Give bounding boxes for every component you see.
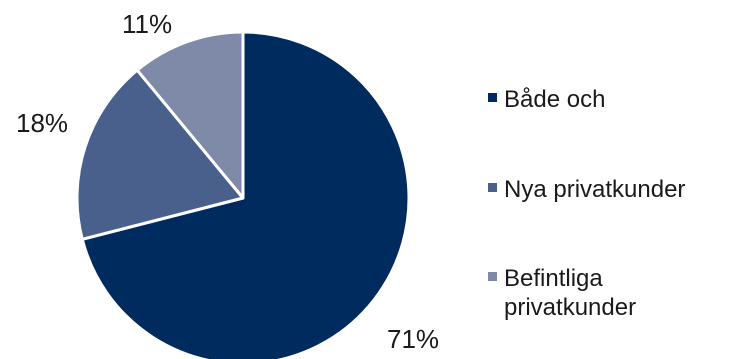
- legend-label: Både och: [504, 86, 605, 113]
- legend-swatch: [488, 183, 497, 192]
- pie-labels: 71% 18% 11%: [16, 9, 439, 354]
- legend-swatch: [488, 93, 497, 102]
- slice-percent-label: 18%: [16, 108, 68, 138]
- legend-item: Både och: [488, 86, 605, 113]
- legend-swatch: [488, 272, 497, 281]
- pie-slice-befintliga-privatkunder: [135, 30, 245, 200]
- legend-item: Nya privatkunder: [488, 176, 685, 203]
- slice-percent-label: 11%: [122, 9, 172, 39]
- legend-label: Nya privatkunder: [504, 176, 685, 203]
- pie-slice-b-de-och: [80, 30, 411, 359]
- pie-slices: [75, 30, 411, 359]
- legend: Både och Nya privatkunder Befintligaprivat…: [488, 86, 685, 321]
- legend-label: Befintliga: [504, 265, 603, 292]
- legend-label: privatkunder: [504, 294, 636, 321]
- slice-percent-label: 71%: [387, 324, 439, 354]
- pie-slice-nya-privatkunder: [75, 68, 245, 241]
